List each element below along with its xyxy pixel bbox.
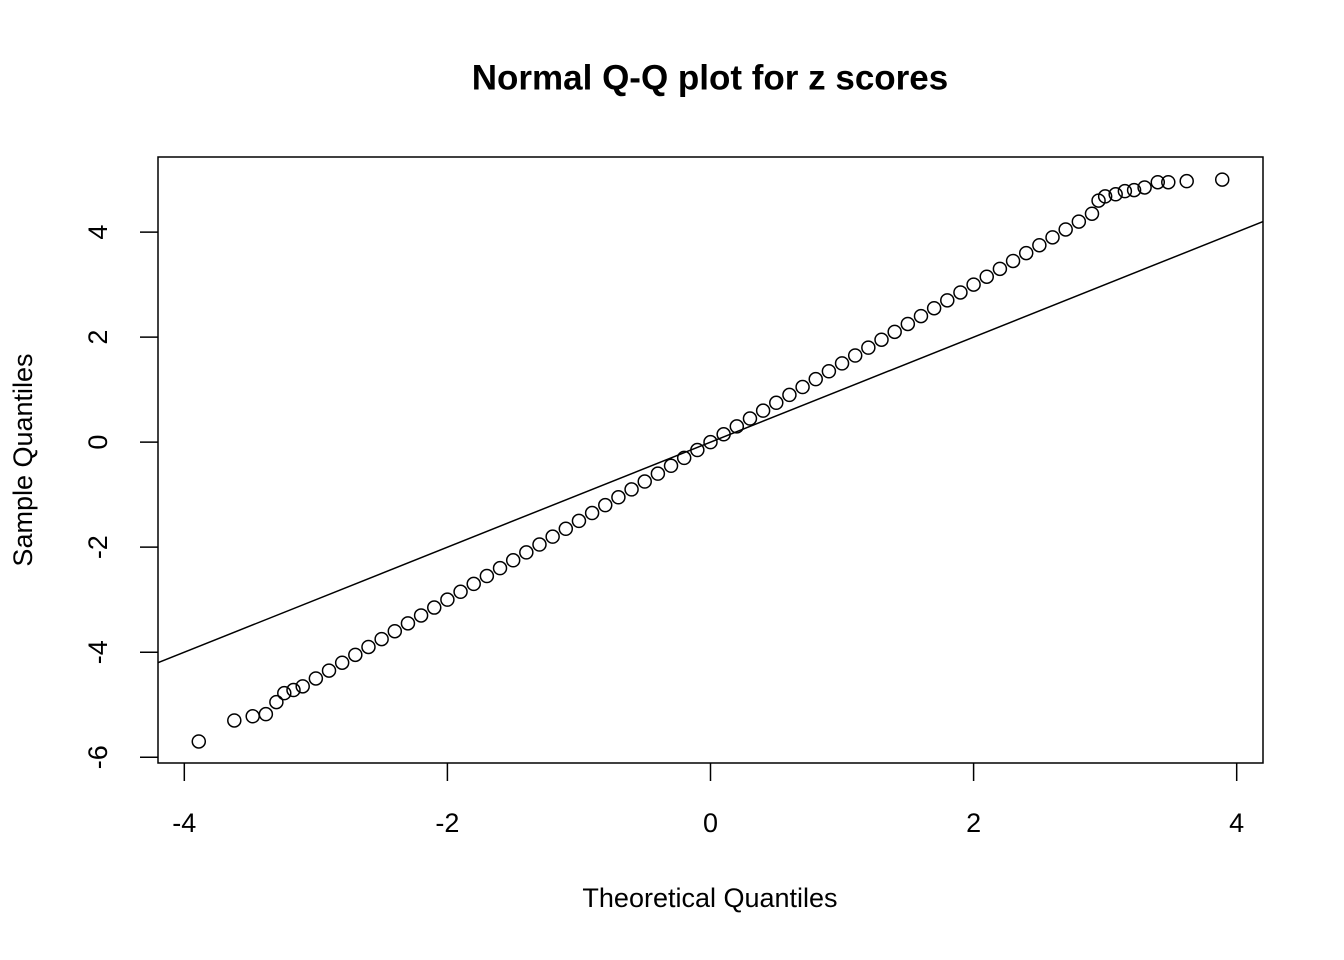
y-tick-label: 2: [83, 330, 113, 345]
point: [387, 623, 403, 639]
point: [598, 497, 613, 513]
point: [532, 537, 547, 552]
point: [637, 474, 652, 489]
point: [874, 332, 889, 347]
y-tick-label: -2: [83, 535, 113, 559]
point: [795, 379, 810, 395]
point: [571, 513, 587, 529]
x-tick-label: -2: [435, 808, 459, 838]
point: [1032, 237, 1047, 253]
x-tick-label: -4: [172, 808, 196, 838]
point: [453, 584, 468, 600]
point: [400, 616, 416, 631]
x-tick-label: 4: [1229, 808, 1244, 838]
point: [295, 679, 310, 694]
point: [992, 261, 1008, 277]
y-tick-label: 4: [83, 225, 113, 240]
point: [1005, 253, 1021, 269]
chart-title: Normal Q-Q plot for z scores: [472, 58, 948, 97]
point: [348, 647, 363, 663]
point: [913, 308, 929, 324]
point: [466, 576, 481, 592]
point: [926, 300, 942, 316]
point: [374, 631, 389, 647]
y-tick-label: 0: [83, 435, 113, 450]
x-axis-label: Theoretical Quantiles: [582, 883, 837, 913]
point: [505, 553, 521, 568]
x-tick-label: 2: [966, 808, 981, 838]
point: [1117, 183, 1133, 199]
point: [703, 434, 718, 450]
point: [277, 685, 292, 701]
point: [440, 592, 455, 607]
point: [1126, 182, 1142, 198]
point: [953, 285, 968, 300]
point: [1150, 174, 1166, 190]
y-tick-label: -4: [83, 640, 113, 664]
point: [191, 734, 207, 749]
point: [887, 324, 902, 340]
point: [979, 269, 994, 284]
point: [900, 316, 916, 332]
point: [245, 709, 260, 724]
plot-box: [157, 156, 1264, 764]
point: [1161, 174, 1176, 190]
point: [676, 450, 692, 466]
point: [427, 600, 442, 615]
point: [1058, 222, 1073, 237]
point: [663, 458, 679, 474]
point: [716, 427, 731, 442]
point: [769, 395, 784, 411]
point: [321, 663, 337, 678]
point: [545, 529, 560, 544]
x-tick-label: 0: [703, 808, 718, 838]
point: [755, 403, 771, 418]
point: [334, 655, 350, 670]
point: [690, 442, 705, 458]
point: [227, 713, 242, 728]
point: [821, 364, 837, 379]
point: [558, 521, 574, 537]
point: [624, 482, 639, 497]
point: [1137, 180, 1152, 195]
point: [847, 348, 863, 363]
point: [519, 545, 534, 560]
point: [361, 639, 376, 655]
point: [1018, 245, 1034, 261]
point: [1214, 172, 1230, 187]
point: [1108, 187, 1123, 202]
point: [742, 411, 758, 426]
point: [1097, 189, 1113, 204]
point: [1084, 206, 1100, 221]
point: [650, 466, 666, 481]
point: [1071, 214, 1087, 229]
y-axis-label: Sample Quantiles: [8, 353, 38, 566]
point: [413, 608, 429, 623]
point: [1045, 230, 1060, 245]
point: [611, 490, 626, 505]
point: [479, 568, 495, 584]
point: [966, 277, 981, 292]
point: [729, 419, 745, 434]
point: [286, 682, 301, 698]
point: [584, 505, 600, 521]
y-tick-label: -6: [83, 745, 113, 769]
point: [308, 671, 324, 686]
reference-line: [158, 220, 1263, 664]
point: [782, 387, 797, 403]
point: [808, 371, 823, 387]
point: [861, 340, 876, 355]
point: [269, 694, 284, 710]
point: [492, 560, 508, 576]
point: [940, 293, 955, 308]
point: [1179, 173, 1194, 189]
point: [258, 706, 274, 722]
point: [834, 356, 850, 371]
